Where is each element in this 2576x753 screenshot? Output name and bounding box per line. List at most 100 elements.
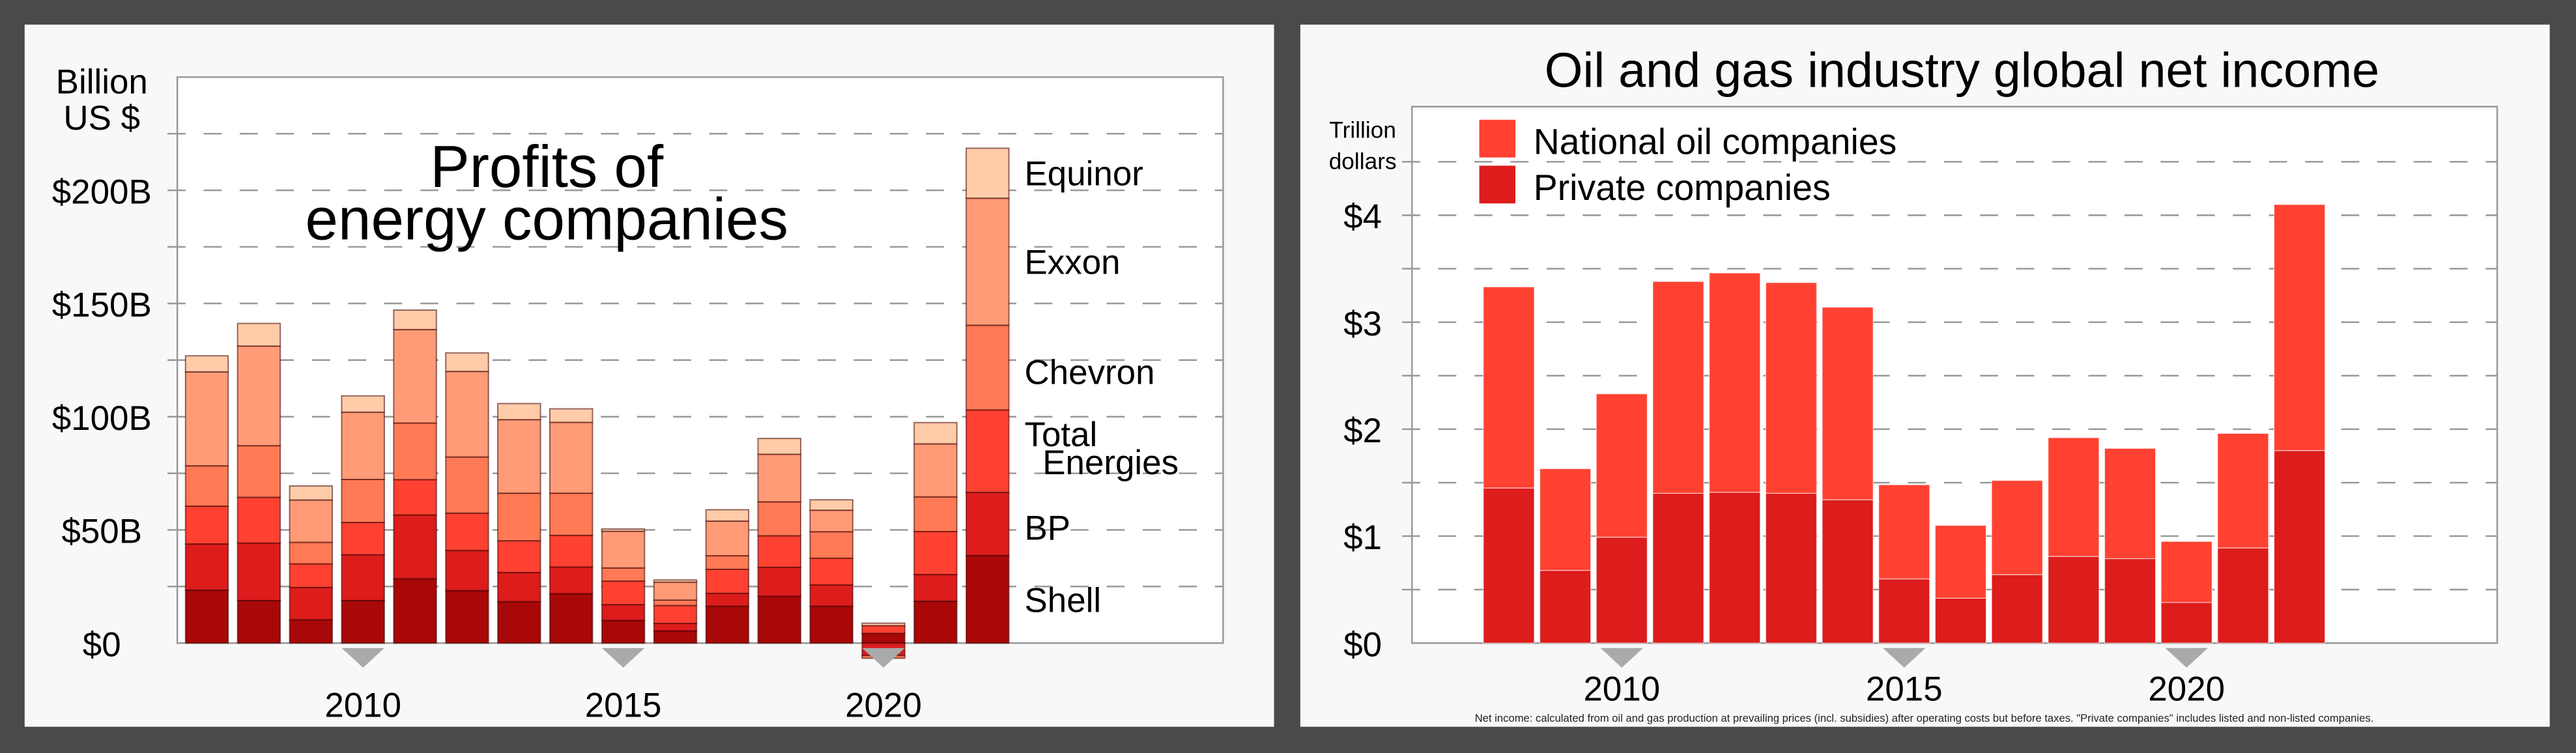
bar-segment-bp-2017 <box>705 592 750 607</box>
x-tick-label: 2010 <box>1583 670 1660 708</box>
bar-segment-chevron-2014 <box>549 492 594 536</box>
legend-label-exxon: Exxon <box>1025 244 1121 282</box>
x-tick-label: 2010 <box>324 687 401 725</box>
bar-segment-equinor-2009 <box>289 485 334 501</box>
bar-segment-exxon-2009 <box>289 499 334 543</box>
bar-segment-national-oil-companies-2015 <box>1878 484 1930 580</box>
bar-segment-private-companies-2018 <box>2048 556 2100 644</box>
bar-segment-private-companies-2009 <box>1539 569 1592 644</box>
bar-segment-shell-2012 <box>445 590 489 644</box>
bar-segment-shell-2021 <box>913 600 958 644</box>
y-axis-label-line2: dollars <box>1329 149 1397 174</box>
year-marker-triangle <box>862 647 905 668</box>
bar-segment-private-companies-2020 <box>2160 602 2212 644</box>
footnote: Net income: calculated from oil and gas … <box>1475 712 2374 724</box>
bar-segment-total-energies-2013 <box>497 540 541 573</box>
legend-label-chevron: Chevron <box>1025 353 1155 391</box>
bar-segment-equinor-2019 <box>809 499 853 511</box>
y-axis-label-line2: US $ <box>63 99 140 137</box>
legend-label-private: Private companies <box>1534 167 1831 208</box>
bar-segment-total-energies-2015 <box>601 580 646 606</box>
bar-segment-equinor-2020 <box>861 622 906 627</box>
bar-segment-exxon-2017 <box>705 520 750 557</box>
bar-segment-total-energies-2007 <box>184 505 229 545</box>
bar-segment-equinor-2014 <box>549 408 594 423</box>
year-marker-triangle <box>1600 647 1644 668</box>
bar-segment-total-energies-2020 <box>861 625 906 634</box>
bar-segment-shell-2010 <box>341 599 385 644</box>
bar-segment-equinor-2018 <box>757 438 802 455</box>
bar-segment-chevron-2011 <box>393 422 437 481</box>
bar-segment-total-energies-2010 <box>341 522 385 556</box>
bar-segment-national-oil-companies-2010 <box>1596 393 1648 538</box>
bar-segment-exxon-2008 <box>236 345 281 447</box>
y-axis-label-line1: Billion <box>56 63 148 102</box>
bar-segment-exxon-2022 <box>966 197 1010 326</box>
y-tick-label: $200B <box>52 173 152 211</box>
bar-segment-national-oil-companies-2021 <box>2217 433 2269 548</box>
bar-segment-exxon-2014 <box>549 421 594 494</box>
x-tick-labels: 2010 2015 2020 <box>324 647 922 725</box>
year-marker-triangle <box>2165 647 2208 668</box>
bar-segment-national-oil-companies-2016 <box>1934 525 1987 599</box>
bar-segment-bp-2014 <box>549 566 594 595</box>
bar-segment-national-oil-companies-2011 <box>1652 281 1704 494</box>
bar-segment-national-oil-companies-2022 <box>2273 204 2326 451</box>
bar-segment-bp-2013 <box>497 571 541 603</box>
legend-label-shell: Shell <box>1025 581 1102 619</box>
bar-segment-exxon-2007 <box>184 371 229 467</box>
y-tick-label: $0 <box>83 625 121 664</box>
bar-segment-bp-2022 <box>966 491 1010 556</box>
bar-segment-shell-2007 <box>184 589 229 644</box>
bar-segment-bp-2009 <box>289 586 334 621</box>
bar-segment-exxon-2011 <box>393 328 437 424</box>
net-income-chart-panel: Oil and gas industry global net income T… <box>1300 24 2550 727</box>
bar-segment-exxon-2018 <box>757 453 802 503</box>
bar-segment-equinor-2021 <box>913 421 958 445</box>
bars <box>1483 204 2326 644</box>
bar-segment-private-companies-2010 <box>1596 537 1648 644</box>
bar-segment-shell-2020 <box>861 632 906 644</box>
bar-segment-national-oil-companies-2014 <box>1822 307 1874 500</box>
bar-segment-equinor-2010 <box>341 395 385 413</box>
chart-title-line1: Profits of <box>430 134 664 200</box>
bar-segment-shell-2016 <box>653 630 698 644</box>
bar-segment-bp-2012 <box>445 550 489 591</box>
bar-segment-total-energies-2016 <box>653 604 698 625</box>
bar-segment-chevron-2008 <box>236 445 281 498</box>
bar-segment-chevron-2022 <box>966 324 1010 411</box>
bar-segment-private-companies-2019 <box>2104 558 2156 644</box>
bar-segment-shell-2018 <box>757 595 802 644</box>
profits-chart-panel: Billion US $ Profits of energy companies… <box>24 24 1274 727</box>
legend-swatch-private <box>1479 165 1516 204</box>
bar-segment-private-companies-2022 <box>2273 450 2326 644</box>
bar-segment-total-energies-2021 <box>913 530 958 575</box>
legend-swatch-national <box>1479 119 1516 158</box>
bar-segment-bp-2007 <box>184 543 229 591</box>
bar-segment-bp-2018 <box>757 566 802 597</box>
bar-segment-equinor-2017 <box>705 509 750 522</box>
legend-label-bp: BP <box>1025 509 1071 548</box>
bar-segment-chevron-2016 <box>653 599 698 606</box>
legend-label-national: National oil companies <box>1534 122 1897 162</box>
bar-segment-private-companies-2021 <box>2217 547 2269 644</box>
x-tick-label: 2015 <box>1866 670 1943 708</box>
bar-segment-equinor-2022 <box>966 147 1010 199</box>
bar-segment-national-oil-companies-2013 <box>1765 282 1818 494</box>
bar-segment-exxon-2021 <box>913 443 958 498</box>
bar-segment-chevron-2021 <box>913 496 958 532</box>
bar-segment-equinor-2007 <box>184 355 229 373</box>
bar-segment-private-companies-2012 <box>1709 492 1761 644</box>
year-marker-triangle <box>341 647 384 668</box>
y-tick-labels: $0 $1 $2 $3 $4 <box>1343 198 1382 664</box>
bar-segment-private-companies-2016 <box>1934 597 1987 644</box>
bar-segment-equinor-2015 <box>601 528 646 532</box>
legend-label-total-energies: Total <box>1025 416 1098 454</box>
bar-segment-chevron-2007 <box>184 465 229 507</box>
bar-segment-chevron-2018 <box>757 501 802 537</box>
bar-segment-national-oil-companies-2009 <box>1539 468 1592 571</box>
bar-segment-total-energies-2009 <box>289 563 334 588</box>
bar-segment-equinor-2008 <box>236 322 281 347</box>
bar-segment-total-energies-2012 <box>445 512 489 552</box>
